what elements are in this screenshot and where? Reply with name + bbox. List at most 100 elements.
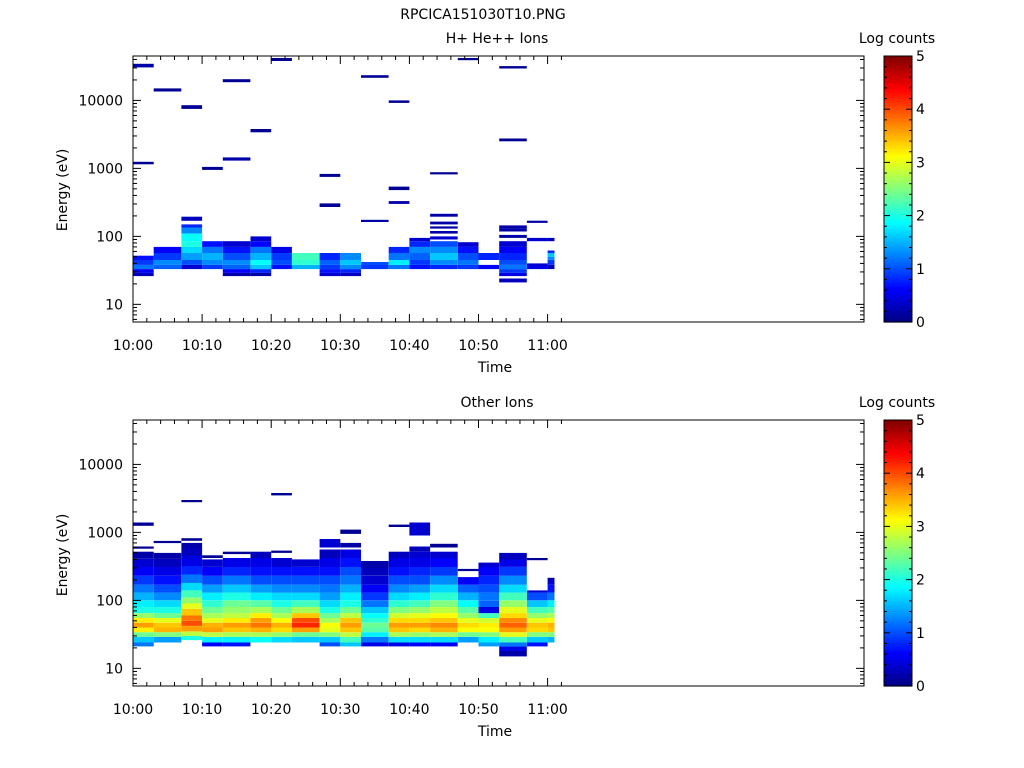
heatmap-cell [547, 584, 555, 593]
heatmap-cell [340, 600, 361, 607]
colorbar-swatch [884, 588, 912, 592]
heatmap-cell [526, 600, 548, 607]
heatmap-cell [409, 627, 431, 633]
colorbar-swatch [884, 144, 912, 148]
heatmap-cell [222, 592, 251, 601]
colorbar-swatch [884, 632, 912, 636]
heatmap-cell [430, 600, 458, 607]
heatmap-cell [457, 600, 479, 607]
colorbar-swatch [884, 306, 912, 310]
heatmap-cell [457, 636, 479, 643]
heatmap-cell [222, 241, 251, 247]
heatmap-cell [181, 253, 203, 260]
heatmap-cell [409, 246, 431, 253]
heatmap-cell [250, 246, 272, 253]
heatmap-cell [340, 549, 361, 558]
heatmap-cell [457, 592, 479, 601]
heatmap-cell [361, 618, 389, 623]
colorbar-swatch [884, 575, 912, 578]
heatmap-cell [526, 263, 548, 266]
colorbar-swatch [884, 597, 912, 601]
heatmap-cell [547, 613, 555, 618]
heatmap-cell [133, 584, 154, 593]
colorbar-swatch [884, 537, 912, 541]
heatmap-cell [457, 242, 479, 247]
colorbar-tick-label: 5 [916, 49, 925, 65]
heatmap-cell [202, 264, 223, 270]
colorbar-swatch [884, 541, 912, 545]
colorbar-swatch [884, 446, 912, 450]
x-tick-label: 11:00 [527, 338, 567, 354]
heatmap-cell [153, 622, 182, 628]
heatmap-cell [499, 575, 527, 585]
colorbar-swatch [884, 319, 912, 323]
heatmap-cell [457, 264, 479, 270]
colorbar-swatch [884, 657, 912, 660]
heatmap-cell [388, 636, 410, 643]
colorbar-swatch [884, 650, 912, 654]
heatmap-cell [250, 613, 272, 618]
heatmap-cell [153, 540, 182, 544]
colorbar-swatch [884, 533, 912, 536]
heatmap-cell [409, 575, 431, 585]
heatmap-cell [222, 264, 251, 270]
heatmap-cell [271, 558, 292, 567]
colorbar-tick-label: 1 [916, 626, 925, 642]
heatmap-cell [202, 607, 223, 614]
heatmap-cell [430, 618, 458, 623]
heatmap-cell [430, 642, 458, 647]
heatmap-cell [430, 636, 458, 643]
colorbar-swatch [884, 313, 912, 316]
heatmap-cell [319, 607, 341, 614]
heatmap-cell [478, 642, 500, 647]
colorbar-swatch [884, 528, 912, 532]
colorbar-swatch [884, 424, 912, 428]
heatmap-cell [340, 542, 361, 548]
heatmap-cell [409, 259, 431, 265]
colorbar-swatch [884, 553, 912, 556]
heatmap-cell [478, 567, 500, 576]
colorbar-swatch [884, 297, 912, 301]
heatmap-cell [319, 259, 341, 265]
heatmap-cell [526, 237, 548, 242]
colorbar-swatch [884, 663, 912, 667]
heatmap-cell [409, 613, 431, 618]
heatmap-cell [457, 568, 479, 572]
colorbar-swatch [884, 521, 912, 525]
colorbar-swatch [884, 60, 912, 64]
heatmap-cell [133, 632, 154, 637]
colorbar-swatch [884, 464, 912, 468]
heatmap-cell [409, 622, 431, 628]
heatmap-cell [153, 600, 182, 607]
heatmap-cell [271, 259, 292, 265]
figure-title: RPCICA151030T10.PNG [400, 7, 565, 23]
heatmap-cell [133, 522, 154, 526]
heatmap-cell [388, 253, 410, 260]
colorbar-swatch [884, 126, 912, 130]
heatmap-cell [319, 558, 341, 567]
colorbar-swatch [884, 431, 912, 434]
heatmap-cell [409, 632, 431, 637]
colorbar-swatch [884, 259, 912, 263]
heatmap-cell [319, 253, 341, 260]
colorbar-swatch [884, 677, 912, 680]
heatmap-cell [430, 575, 458, 585]
heatmap-cell [271, 607, 292, 614]
heatmap-cell [202, 622, 223, 628]
heatmap-cell [271, 622, 292, 628]
colorbar-tick-label: 4 [916, 102, 925, 118]
heatmap-cell [526, 607, 548, 614]
heatmap-cell [222, 642, 251, 647]
colorbar-swatch [884, 610, 912, 614]
heatmap-cell [319, 539, 341, 548]
colorbar-swatch [884, 519, 912, 523]
heatmap-cell [153, 627, 182, 633]
heatmap-cell [133, 272, 154, 277]
heatmap-cell [340, 567, 361, 576]
heatmap-cell [361, 584, 389, 593]
colorbar-swatch [884, 62, 912, 66]
colorbar-swatch [884, 661, 912, 665]
heatmap-cell [526, 622, 548, 628]
heatmap-cell [181, 538, 203, 541]
